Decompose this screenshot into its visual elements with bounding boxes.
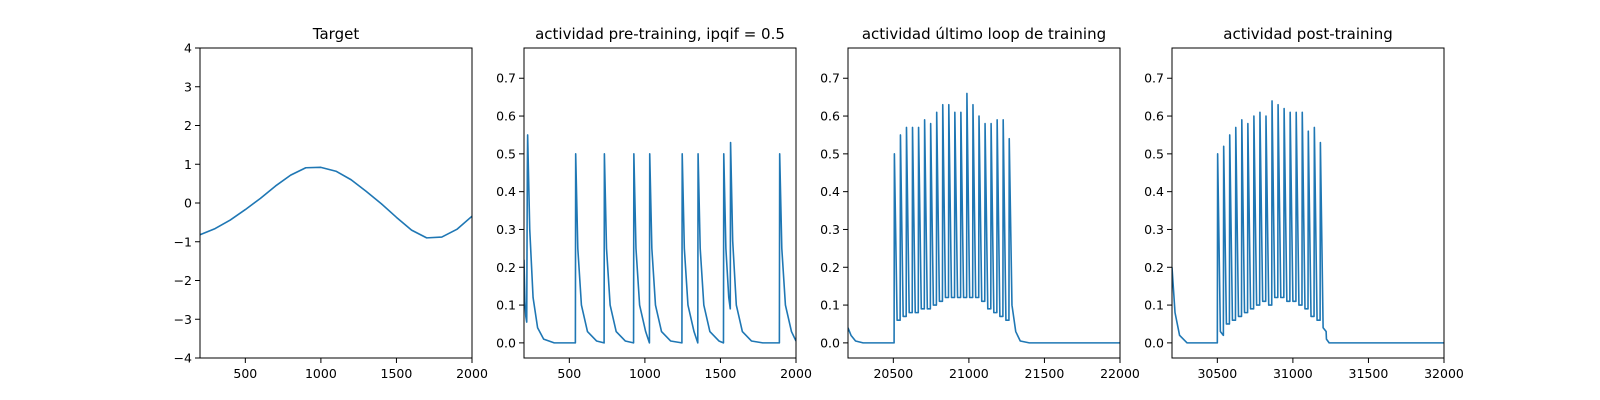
y-tick-label: 0.7 (820, 71, 840, 86)
x-tick-label: 500 (233, 366, 257, 381)
subplot-4: actividad post-training 30500 31000 31500 32… (1144, 25, 1464, 381)
subplot-title: actividad pre-training, ipqif = 0.5 (535, 25, 785, 43)
y-tick-label: 0.0 (496, 335, 516, 350)
y-tick-label: −3 (174, 312, 192, 327)
y-tick-label: 0.0 (1144, 335, 1164, 350)
y-tick-label: 1 (184, 157, 192, 172)
x-tick-label: 500 (557, 366, 581, 381)
y-tick-label: 0.3 (1144, 222, 1164, 237)
y-tick-label: 0.2 (496, 260, 516, 275)
y-tick-label: 0.4 (820, 184, 840, 199)
series-line-1 (200, 166, 472, 239)
x-tick-label: 1000 (629, 366, 661, 381)
subplot-1: Target 500 1000 1500 2000 −4 −3 −2 −1 0 1 2 3 4 (174, 25, 488, 381)
y-tick-label: 0.3 (496, 222, 516, 237)
subplots: Target 500 1000 1500 2000 −4 −3 −2 −1 0 1 2 3 4 activi… (174, 25, 1464, 381)
y-tick-label: 0.5 (496, 146, 516, 161)
y-tick-label: 0.1 (496, 298, 516, 313)
y-tick-label: 0.0 (820, 335, 840, 350)
x-tick-label: 1000 (305, 366, 337, 381)
y-tick-label: −2 (174, 273, 192, 288)
subplot-title: actividad último loop de training (862, 25, 1106, 43)
y-tick-label: 2 (184, 118, 192, 133)
y-tick-label: 0.2 (1144, 260, 1164, 275)
y-tick-label: −1 (174, 234, 192, 249)
x-tick-label: 31000 (1273, 366, 1313, 381)
subplot-3: actividad último loop de training 20500 21… (820, 25, 1140, 381)
axes-frame (847, 47, 1121, 359)
y-tick-label: 0.5 (820, 146, 840, 161)
x-tick-label: 21000 (949, 366, 989, 381)
axes-frame (199, 47, 473, 359)
y-tick-label: 4 (184, 41, 192, 56)
series-line-1 (1172, 100, 1444, 344)
x-tick-label: 21500 (1025, 366, 1065, 381)
x-tick-label: 20500 (873, 366, 913, 381)
y-tick-label: 0.7 (1144, 71, 1164, 86)
y-tick-label: 0.1 (1144, 298, 1164, 313)
y-tick-label: 0.4 (496, 184, 516, 199)
subplot-title: actividad post-training (1223, 25, 1392, 43)
y-tick-label: 0.6 (1144, 109, 1164, 124)
subplot-2: actividad pre-training, ipqif = 0.5 500 10… (496, 25, 812, 381)
axes-frame (1171, 47, 1445, 359)
y-tick-label: 3 (184, 79, 192, 94)
axes-frame (523, 47, 797, 359)
y-tick-label: 0.6 (820, 109, 840, 124)
y-tick-label: 0.6 (496, 109, 516, 124)
series-line-1 (848, 92, 1120, 344)
series-line-1 (524, 134, 796, 344)
subplot-title: Target (312, 25, 360, 43)
y-tick-label: 0.1 (820, 298, 840, 313)
x-tick-label: 32000 (1424, 366, 1464, 381)
x-tick-label: 31500 (1349, 366, 1389, 381)
x-tick-label: 22000 (1100, 366, 1140, 381)
x-tick-label: 2000 (780, 366, 812, 381)
y-tick-label: −4 (174, 351, 192, 366)
x-tick-label: 1500 (705, 366, 737, 381)
x-tick-label: 1500 (381, 366, 413, 381)
y-tick-label: 0.7 (496, 71, 516, 86)
y-tick-label: 0.5 (1144, 146, 1164, 161)
x-tick-label: 30500 (1197, 366, 1237, 381)
y-tick-label: 0.2 (820, 260, 840, 275)
y-tick-label: 0 (184, 196, 192, 211)
y-tick-label: 0.4 (1144, 184, 1164, 199)
y-tick-label: 0.3 (820, 222, 840, 237)
x-tick-label: 2000 (456, 366, 488, 381)
